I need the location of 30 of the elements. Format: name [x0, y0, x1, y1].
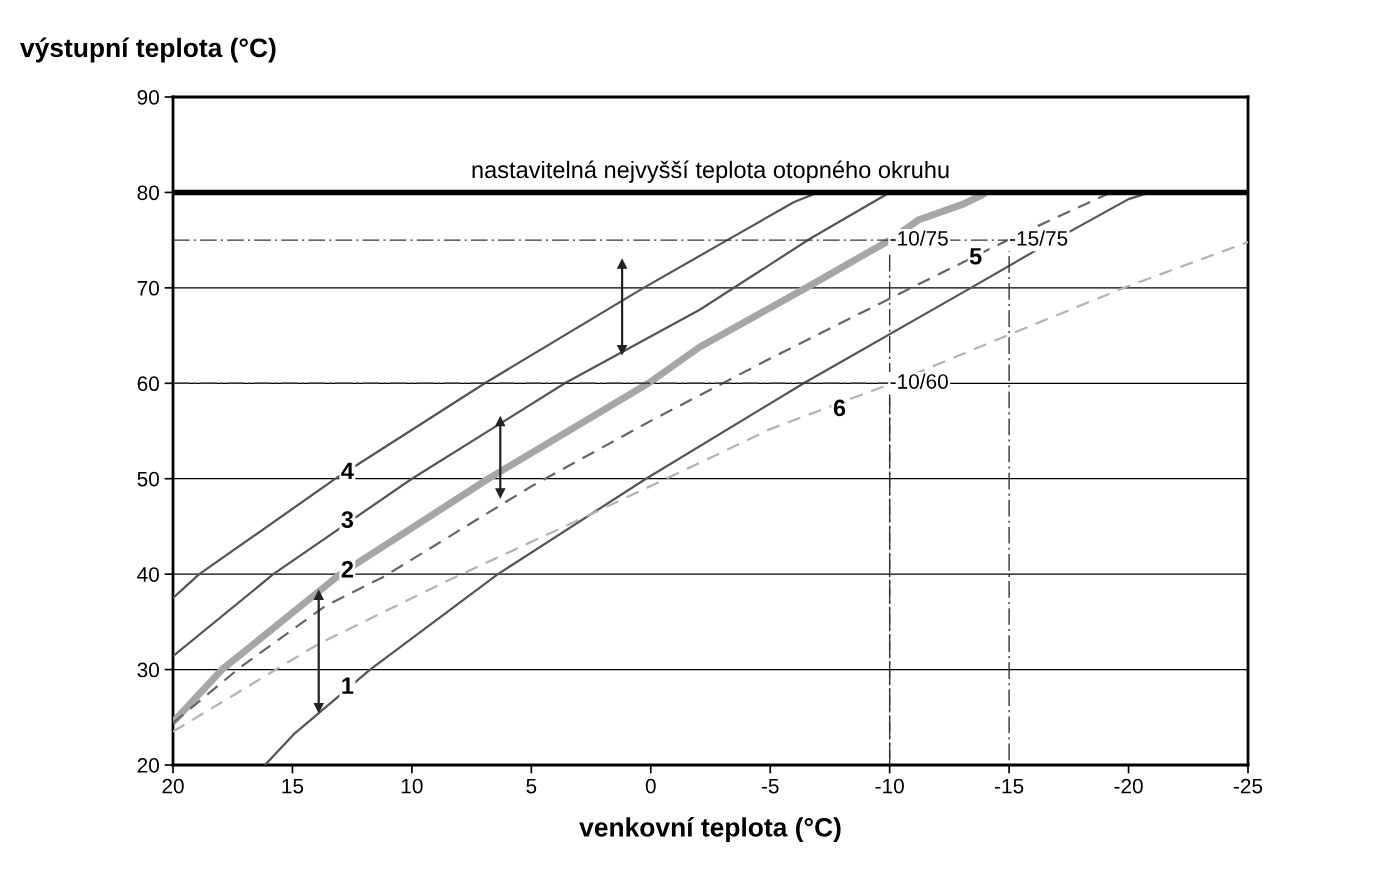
annotation: -10/60 — [890, 373, 948, 389]
annotation: 2 — [341, 560, 354, 578]
y-tick-label: 20 — [137, 758, 159, 773]
annotation: 4 — [341, 462, 354, 480]
annotation: -10/75 — [890, 230, 948, 246]
annotation: 3 — [341, 511, 354, 529]
annotation: -15/75 — [1010, 230, 1068, 246]
x-tick-label: 20 — [162, 778, 184, 794]
x-tick-label: -10 — [875, 778, 904, 794]
x-tick-label: 10 — [401, 778, 423, 794]
y-tick-label: 50 — [137, 471, 159, 487]
x-tick-label: -25 — [1233, 778, 1263, 794]
x-tick-label: 5 — [526, 778, 537, 794]
x-tick-label: -5 — [761, 778, 779, 794]
annotation: 1 — [342, 677, 354, 694]
x-tick-label: 0 — [645, 778, 656, 794]
x-axis-title: venkovní teplota (°C) — [579, 817, 841, 842]
y-tick-label: 70 — [137, 280, 159, 296]
y-tick-label: 90 — [137, 90, 159, 105]
annotation: 5 — [969, 248, 982, 265]
x-tick-label: -15 — [994, 778, 1024, 794]
y-axis-title: výstupní teplota (°C) — [20, 37, 276, 63]
ref-line-label: nastavitelná nejvyšší teplota otopného okruhu — [472, 160, 949, 183]
annotation: 6 — [833, 399, 846, 417]
x-tick-label: 15 — [282, 778, 304, 794]
y-tick-label: 30 — [137, 662, 159, 678]
x-tick-label: -20 — [1114, 778, 1143, 794]
y-tick-label: 80 — [137, 185, 159, 201]
y-tick-label: 60 — [137, 376, 159, 392]
y-tick-label: 40 — [137, 567, 159, 582]
